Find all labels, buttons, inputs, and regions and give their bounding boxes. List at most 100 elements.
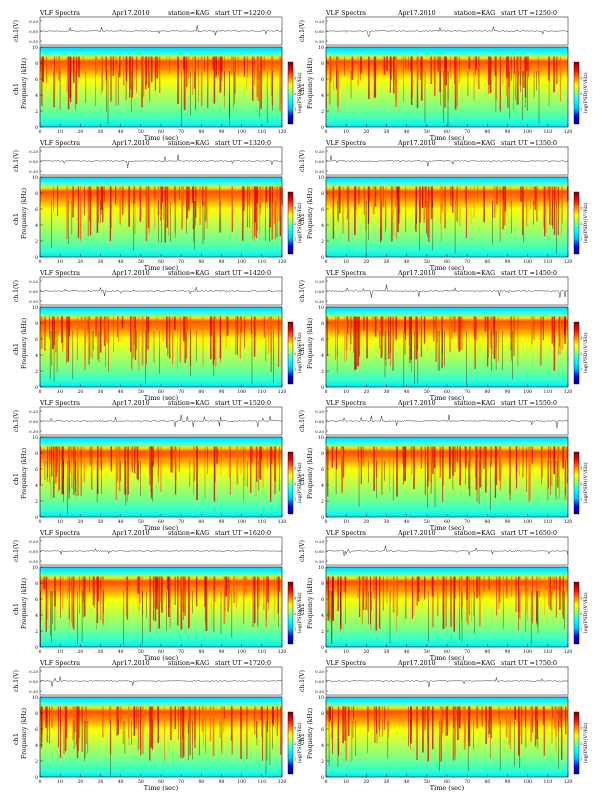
spectrogram-streak [332,186,335,239]
spectrogram-streak [276,186,278,237]
x-tick-label: 30 [98,519,104,525]
spectrogram-dark-streak [555,461,557,500]
spectrogram-streak [373,446,375,491]
spectrogram-streak [81,706,83,752]
x-tick-label: 120 [278,649,287,655]
spectrogram-streak [279,56,281,112]
colorbar-tick-label: 3 [294,207,296,211]
spectrogram-streak [145,186,147,242]
spectrogram-streak [223,576,226,624]
spectrogram-streak [520,186,522,200]
spectrogram-streak [413,576,415,616]
spectrogram-streak [166,186,168,228]
spectrogram-streak [508,56,509,78]
spectrogram-streak [150,706,153,748]
spectrogram-dark-streak [194,201,195,250]
spectrogram-streak [276,706,278,736]
spectrogram-streak [70,56,72,102]
spectrogram-streak [416,56,419,109]
spectrogram-streak [363,316,365,331]
spectrogram-streak [246,576,248,595]
spectrogram-streak [372,186,375,215]
x-tick-label: 50 [424,129,430,135]
spectrogram-streak [69,446,71,474]
spectrogram-dark-streak [124,721,126,754]
spectrogram-streak [558,316,560,356]
spectrogram-dark-streak [467,721,469,771]
x-tick-label: 20 [363,259,369,265]
spectrogram-streak [390,316,391,366]
spectrogram-streak [456,186,458,222]
spectrogram-streak [498,576,500,609]
spectrogram-streak [146,316,148,350]
spectrogram-streak [109,706,111,723]
spectrogram-dark-streak [188,721,189,761]
panel-station: station=KAG [168,140,209,147]
spectrogram-dark-streak [434,461,436,507]
spectrogram-streak [420,446,422,469]
spectrogram-streak [205,186,207,222]
spectrogram-streak [243,446,244,501]
spectrogram-streak [496,186,498,205]
spectrogram-streak [474,316,476,369]
spectrogram-streak [344,316,345,362]
spectrogram-dark-streak [181,71,182,126]
spectrogram-streak [220,706,222,751]
colorbar-label: log(PSD)(V²/Hz) [296,332,303,373]
spectrogram-dark-streak [509,71,510,118]
spectrogram-streak [43,576,45,589]
spectrogram-streak [55,56,58,73]
spectrogram-streak [204,576,206,607]
time-axis-label: Time (sec) [430,264,465,272]
x-tick-label: 40 [118,779,124,785]
colorbar [287,711,294,775]
spectrogram-streak [441,186,443,212]
spectrogram-streak [348,186,350,242]
spectrogram-streak [196,576,198,607]
x-tick-label: 20 [77,779,83,785]
spectrogram-streak [345,706,347,762]
spectrogram-streak [490,446,492,467]
spectrogram-dark-streak [368,201,369,240]
spectrogram-streak [337,576,339,611]
spectrogram-streak [476,316,477,341]
waveform-frame [325,536,569,566]
spectrogram-streak [459,446,461,486]
spectrogram-streak [149,706,151,761]
spectrogram-streak [432,446,434,475]
spectrogram-streak [550,446,551,495]
spectrogram-streak [449,316,451,353]
spectrogram-streak [548,576,550,606]
spectrogram-streak [383,56,386,75]
colorbar-tick-label: 2 [294,612,296,616]
spectrogram-streak [201,706,204,732]
spectrogram-streak [355,186,357,210]
spectrogram-dark-streak [524,71,526,108]
x-tick-label: 0 [39,389,42,395]
colorbar-tick-label: 3 [580,207,582,211]
spectrogram-streak [116,706,118,737]
x-tick-label: 100 [523,519,532,525]
spectrogram-streak [174,576,176,605]
spectrogram-streak [206,576,208,605]
x-tick-label: 10 [57,519,63,525]
spectrogram-streak [509,446,511,495]
frequency-axis-label: Frequency (kHz) [307,58,314,109]
spectrogram-streak [335,316,336,361]
x-tick-label: 110 [258,779,267,785]
spectrogram-streak [189,576,191,628]
spectrogram-streak [439,56,441,92]
x-tick-label: 30 [98,129,104,135]
panel-title: VLF Spectra [39,400,80,407]
spectrogram-streak [161,576,163,613]
spectrogram-streak [121,316,124,329]
spectrogram-streak [157,446,159,476]
waveform-trace [39,286,283,297]
spectrogram-streak [40,446,41,485]
spectrogram-streak [411,316,412,372]
spectrogram-dark-streak [229,71,230,126]
waveform-tick-label: 0.20 [315,19,324,24]
colorbar-tick-label: 3 [580,77,582,81]
spectrogram-streak [478,576,480,597]
spectrogram-dark-streak [75,71,76,110]
